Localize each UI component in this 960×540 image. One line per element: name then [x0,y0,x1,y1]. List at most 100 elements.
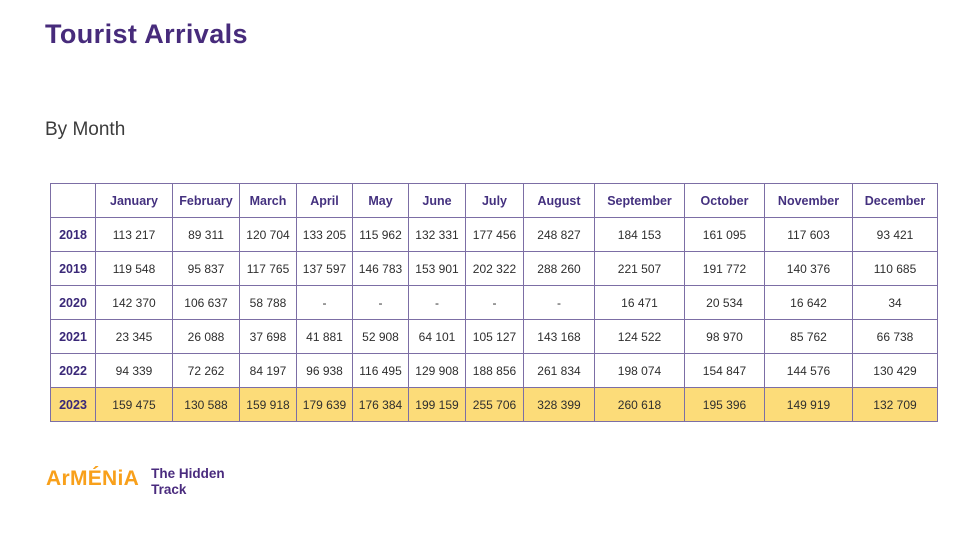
value-cell: - [296,285,353,320]
value-cell: 132 709 [852,387,938,422]
value-cell: 130 429 [852,353,938,388]
month-header: March [239,183,297,218]
corner-cell [50,183,96,218]
month-header: May [352,183,409,218]
value-cell: 154 847 [684,353,765,388]
value-cell: 198 074 [594,353,685,388]
year-label: 2023 [50,387,96,422]
month-header: August [523,183,595,218]
value-cell: 129 908 [408,353,466,388]
value-cell: 20 534 [684,285,765,320]
value-cell: 110 685 [852,251,938,286]
header-row: January February March April May June July Augu… [50,183,938,218]
value-cell: 159 475 [95,387,173,422]
value-cell: 146 783 [352,251,409,286]
value-cell: 64 101 [408,319,466,354]
table-row: 2021 23 345 26 088 37 698 41 881 52 908 64 101… [50,319,938,354]
value-cell: 119 548 [95,251,173,286]
value-cell: 94 339 [95,353,173,388]
value-cell: 93 421 [852,217,938,252]
table-row: 2019 119 548 95 837 117 765 137 597 146 783 15… [50,251,938,286]
year-label: 2019 [50,251,96,286]
month-header: December [852,183,938,218]
value-cell: 105 127 [465,319,524,354]
value-cell: 16 471 [594,285,685,320]
value-cell: 72 262 [172,353,240,388]
value-cell: - [465,285,524,320]
value-cell: 41 881 [296,319,353,354]
month-header: October [684,183,765,218]
month-header: November [764,183,853,218]
value-cell: 176 384 [352,387,409,422]
value-cell: 120 704 [239,217,297,252]
brand-wordmark: ArMÉNiA [46,467,140,490]
value-cell: 124 522 [594,319,685,354]
value-cell: 248 827 [523,217,595,252]
armenia-logo: ArMÉNiA The Hidden Track [46,466,225,497]
month-header: February [172,183,240,218]
month-header: January [95,183,173,218]
value-cell: - [523,285,595,320]
value-cell: 113 217 [95,217,173,252]
tagline-line-1: The Hidden [151,466,225,481]
value-cell: - [408,285,466,320]
value-cell: 179 639 [296,387,353,422]
year-label: 2020 [50,285,96,320]
value-cell: - [352,285,409,320]
value-cell: 202 322 [465,251,524,286]
value-cell: 89 311 [172,217,240,252]
value-cell: 184 153 [594,217,685,252]
page-title: Tourist Arrivals [45,19,248,49]
value-cell: 188 856 [465,353,524,388]
value-cell: 23 345 [95,319,173,354]
value-cell: 16 642 [764,285,853,320]
month-header: June [408,183,466,218]
value-cell: 84 197 [239,353,297,388]
value-cell: 149 919 [764,387,853,422]
value-cell: 85 762 [764,319,853,354]
value-cell: 177 456 [465,217,524,252]
value-cell: 133 205 [296,217,353,252]
arrivals-table: January February March April May June July Augu… [50,183,938,422]
month-header: April [296,183,353,218]
value-cell: 140 376 [764,251,853,286]
value-cell: 137 597 [296,251,353,286]
value-cell: 261 834 [523,353,595,388]
value-cell: 328 399 [523,387,595,422]
table-row: 2020 142 370 106 637 58 788- - - - -16 471 20 53… [50,285,938,320]
value-cell: 221 507 [594,251,685,286]
year-label: 2021 [50,319,96,354]
year-label: 2018 [50,217,96,252]
table-row: 2018 113 217 89 311 120 704 133 205 115 962 13… [50,217,938,252]
value-cell: 115 962 [352,217,409,252]
value-cell: 260 618 [594,387,685,422]
year-label: 2022 [50,353,96,388]
value-cell: 117 765 [239,251,297,286]
value-cell: 58 788 [239,285,297,320]
value-cell: 288 260 [523,251,595,286]
month-header: September [594,183,685,218]
value-cell: 117 603 [764,217,853,252]
value-cell: 132 331 [408,217,466,252]
value-cell: 26 088 [172,319,240,354]
value-cell: 199 159 [408,387,466,422]
value-cell: 52 908 [352,319,409,354]
value-cell: 98 970 [684,319,765,354]
value-cell: 195 396 [684,387,765,422]
value-cell: 143 168 [523,319,595,354]
value-cell: 130 588 [172,387,240,422]
value-cell: 142 370 [95,285,173,320]
value-cell: 37 698 [239,319,297,354]
value-cell: 66 738 [852,319,938,354]
value-cell: 116 495 [352,353,409,388]
value-cell: 161 095 [684,217,765,252]
value-cell: 255 706 [465,387,524,422]
month-header: July [465,183,524,218]
table-row: 2022 94 339 72 262 84 197 96 938 116 495 129 9… [50,353,938,388]
value-cell: 159 918 [239,387,297,422]
table-row: 2023 159 475 130 588 159 918 179 639 176 384 1… [50,387,938,422]
value-cell: 95 837 [172,251,240,286]
tagline-line-2: Track [151,481,187,497]
value-cell: 96 938 [296,353,353,388]
